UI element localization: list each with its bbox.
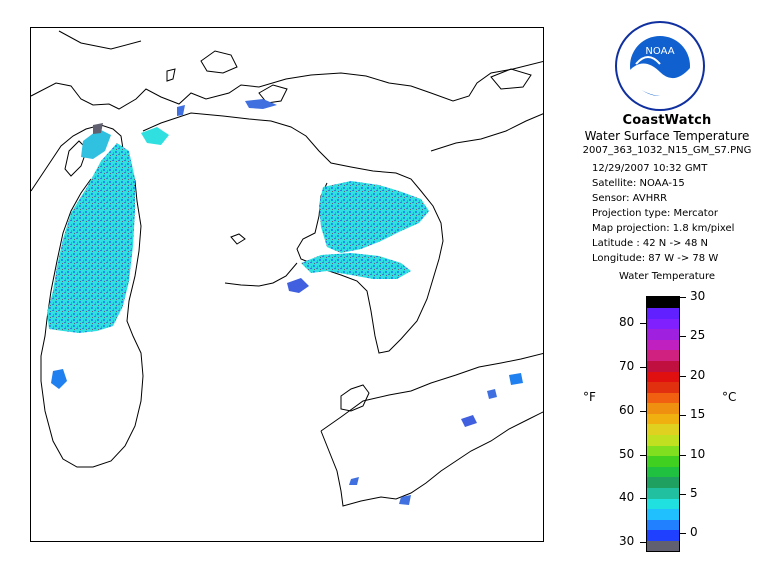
celsius-tick-mark (680, 415, 686, 417)
color-scale-swatch (647, 413, 679, 425)
color-scale-swatch (647, 339, 679, 351)
celsius-tick-label: 5 (690, 485, 698, 500)
color-scale-swatch (647, 466, 679, 478)
color-scale-swatch (647, 297, 679, 309)
fahrenheit-tick-mark (640, 498, 646, 500)
celsius-unit-label: °C (722, 390, 737, 404)
color-scale-swatch (647, 445, 679, 457)
celsius-tick-mark (680, 375, 686, 377)
logo-text: NOAA (645, 46, 674, 57)
info-projection-type: Projection type: Mercator (592, 208, 718, 219)
color-scale-swatch (647, 392, 679, 404)
noaa-logo: NOAA (615, 21, 705, 111)
info-sensor: Sensor: AVHRR (592, 193, 668, 204)
color-scale-swatch (647, 519, 679, 531)
celsius-tick-label: 20 (690, 367, 706, 382)
color-scale-swatch (647, 508, 679, 520)
color-scale-swatch (647, 540, 679, 552)
sst-data-overlay (47, 99, 523, 505)
celsius-tick-mark (680, 533, 686, 535)
color-scale-bar (646, 296, 680, 552)
fahrenheit-unit-label: °F (583, 390, 596, 404)
info-satellite: Satellite: NOAA-15 (592, 178, 685, 189)
fahrenheit-tick-mark (640, 454, 646, 456)
color-scale-swatch (647, 455, 679, 467)
color-scale-swatch (647, 381, 679, 393)
color-scale-swatch (647, 424, 679, 436)
fahrenheit-tick-label: 70 (619, 359, 635, 373)
celsius-tick-mark (680, 297, 686, 298)
fahrenheit-tick-label: 30 (619, 534, 635, 548)
celsius-tick-label: 30 (690, 289, 706, 303)
legend-title: Water Temperature (618, 271, 716, 282)
info-latitude: Latitude : 42 N -> 48 N (592, 238, 708, 249)
app-title: CoastWatch (622, 113, 712, 128)
celsius-tick-mark (680, 454, 686, 456)
fahrenheit-tick-label: 80 (619, 315, 635, 330)
color-scale-swatch (647, 349, 679, 361)
info-map-projection: Map projection: 1.8 km/pixel (592, 223, 735, 234)
celsius-tick-mark (680, 493, 686, 495)
fahrenheit-tick-label: 60 (619, 402, 635, 417)
fahrenheit-tick-label: 50 (619, 446, 635, 461)
fahrenheit-tick-mark (640, 367, 646, 368)
celsius-tick-label: 25 (690, 328, 706, 343)
fahrenheit-tick-mark (640, 323, 646, 325)
celsius-tick-mark (680, 336, 686, 338)
color-scale-swatch (647, 476, 679, 488)
celsius-tick-label: 10 (690, 446, 706, 461)
color-scale-swatch (647, 318, 679, 330)
celsius-tick-label: 15 (690, 407, 706, 422)
color-scale-swatch (647, 328, 679, 340)
info-longitude: Longitude: 87 W -> 78 W (592, 253, 719, 264)
fahrenheit-tick-mark (640, 410, 646, 412)
subtitle: Water Surface Temperature (584, 129, 750, 143)
color-scale-swatch (647, 529, 679, 541)
map-panel[interactable] (30, 27, 544, 542)
color-scale-swatch (647, 434, 679, 446)
color-scale-swatch (647, 307, 679, 319)
color-scale-swatch (647, 487, 679, 499)
fahrenheit-tick-label: 40 (619, 490, 635, 505)
info-datetime: 12/29/2007 10:32 GMT (592, 163, 708, 174)
color-scale-swatch (647, 360, 679, 372)
celsius-tick-label: 0 (690, 525, 698, 540)
fahrenheit-tick-mark (640, 542, 646, 543)
great-lakes-map (31, 30, 543, 507)
color-scale-swatch (647, 371, 679, 383)
coastlines (31, 30, 543, 507)
filename: 2007_363_1032_N15_GM_S7.PNG (582, 145, 752, 156)
color-scale-swatch (647, 402, 679, 414)
color-scale-swatch (647, 498, 679, 510)
